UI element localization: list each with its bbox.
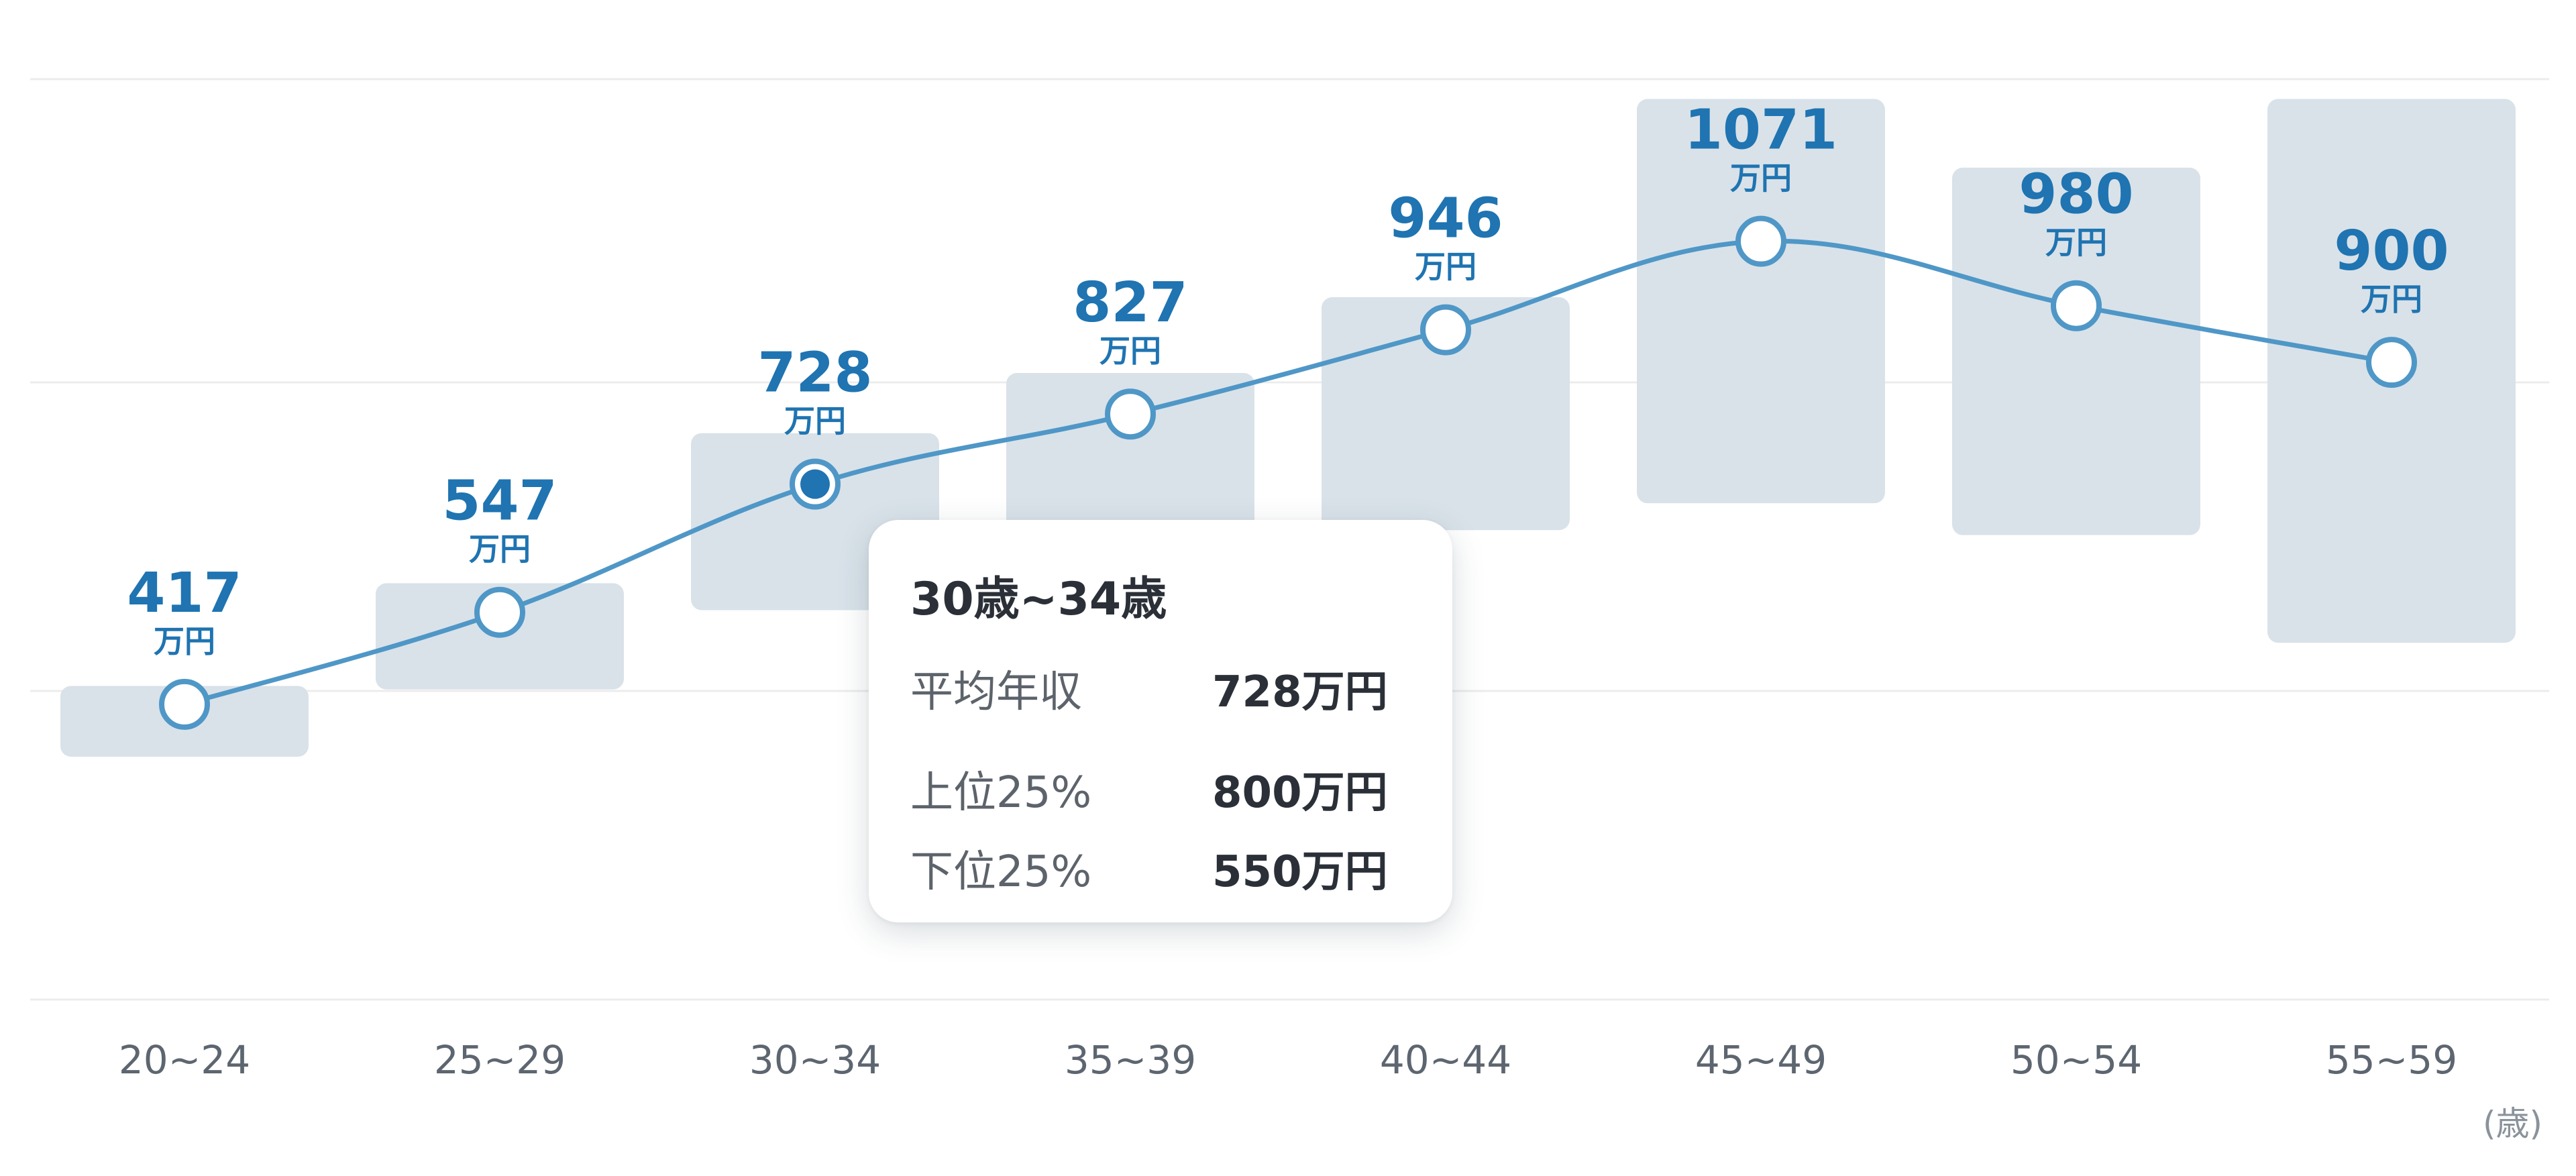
range-bands: [60, 99, 2516, 757]
range-band: [1637, 99, 1885, 504]
tooltip-label-lower: 下位25%: [910, 847, 1092, 897]
tooltip-title: 30歳~34歳: [910, 573, 1167, 626]
x-axis-unit-label: (歳): [2483, 1104, 2542, 1143]
data-point[interactable]: [159, 678, 210, 730]
value-unit-label: 万円: [469, 531, 531, 568]
tooltip-value-upper: 800万円: [1212, 768, 1388, 818]
range-band: [1006, 372, 1254, 539]
data-point[interactable]: [1105, 388, 1156, 440]
x-tick-label: 35~39: [1065, 1037, 1196, 1083]
tooltip: 30歳~34歳 平均年収 728万円 上位25% 800万円 下位25% 550…: [869, 520, 1452, 922]
value-unit-label: 万円: [1415, 249, 1477, 285]
value-label: 827: [1073, 271, 1187, 335]
value-label: 728: [757, 341, 872, 405]
data-point[interactable]: [2051, 280, 2102, 331]
x-tick-label: 20~24: [119, 1037, 250, 1083]
value-unit-label: 万円: [2361, 281, 2422, 317]
tooltip-row-average: 平均年収 728万円: [910, 657, 1413, 717]
value-label: 417: [127, 562, 241, 625]
value-label: 900: [2334, 219, 2449, 283]
value-unit-label: 万円: [784, 403, 846, 439]
tooltip-value-lower: 550万円: [1212, 847, 1388, 897]
value-unit-label: 万円: [154, 623, 215, 659]
tooltip-row-upper: 上位25% 800万円: [910, 758, 1413, 818]
x-tick-label: 40~44: [1380, 1037, 1511, 1083]
value-unit-label: 万円: [1730, 160, 1792, 197]
value-label: 1071: [1684, 99, 1837, 162]
range-band: [1322, 297, 1570, 531]
value-unit-label: 万円: [1099, 333, 1161, 369]
tooltip-row-lower: 下位25% 550万円: [910, 837, 1413, 897]
data-point-active-dot: [800, 469, 830, 499]
value-label: 946: [1388, 187, 1503, 251]
tooltip-label-average: 平均年収: [910, 667, 1082, 717]
tooltip-label-upper: 上位25%: [910, 768, 1092, 818]
data-point[interactable]: [1735, 215, 1786, 267]
x-tick-label: 50~54: [2010, 1037, 2142, 1083]
value-label: 980: [2019, 163, 2133, 227]
tooltip-value-average: 728万円: [1212, 667, 1388, 717]
data-point[interactable]: [2366, 337, 2417, 388]
grid-lines: [30, 78, 2549, 1001]
x-tick-label: 45~49: [1695, 1037, 1827, 1083]
value-unit-label: 万円: [2045, 225, 2107, 261]
data-point[interactable]: [474, 586, 525, 638]
value-label: 547: [442, 470, 557, 533]
series-line: [182, 238, 2394, 707]
x-tick-label: 55~59: [2326, 1037, 2457, 1083]
x-axis-ticks: 20~24 25~29 30~34 35~39 40~44 45~49 50~54 55~59: [119, 1037, 2457, 1083]
range-band: [1952, 167, 2200, 535]
data-points: [159, 215, 2417, 730]
data-point[interactable]: [1420, 304, 1471, 356]
x-tick-label: 25~29: [434, 1037, 566, 1083]
x-tick-label: 30~34: [749, 1037, 881, 1083]
